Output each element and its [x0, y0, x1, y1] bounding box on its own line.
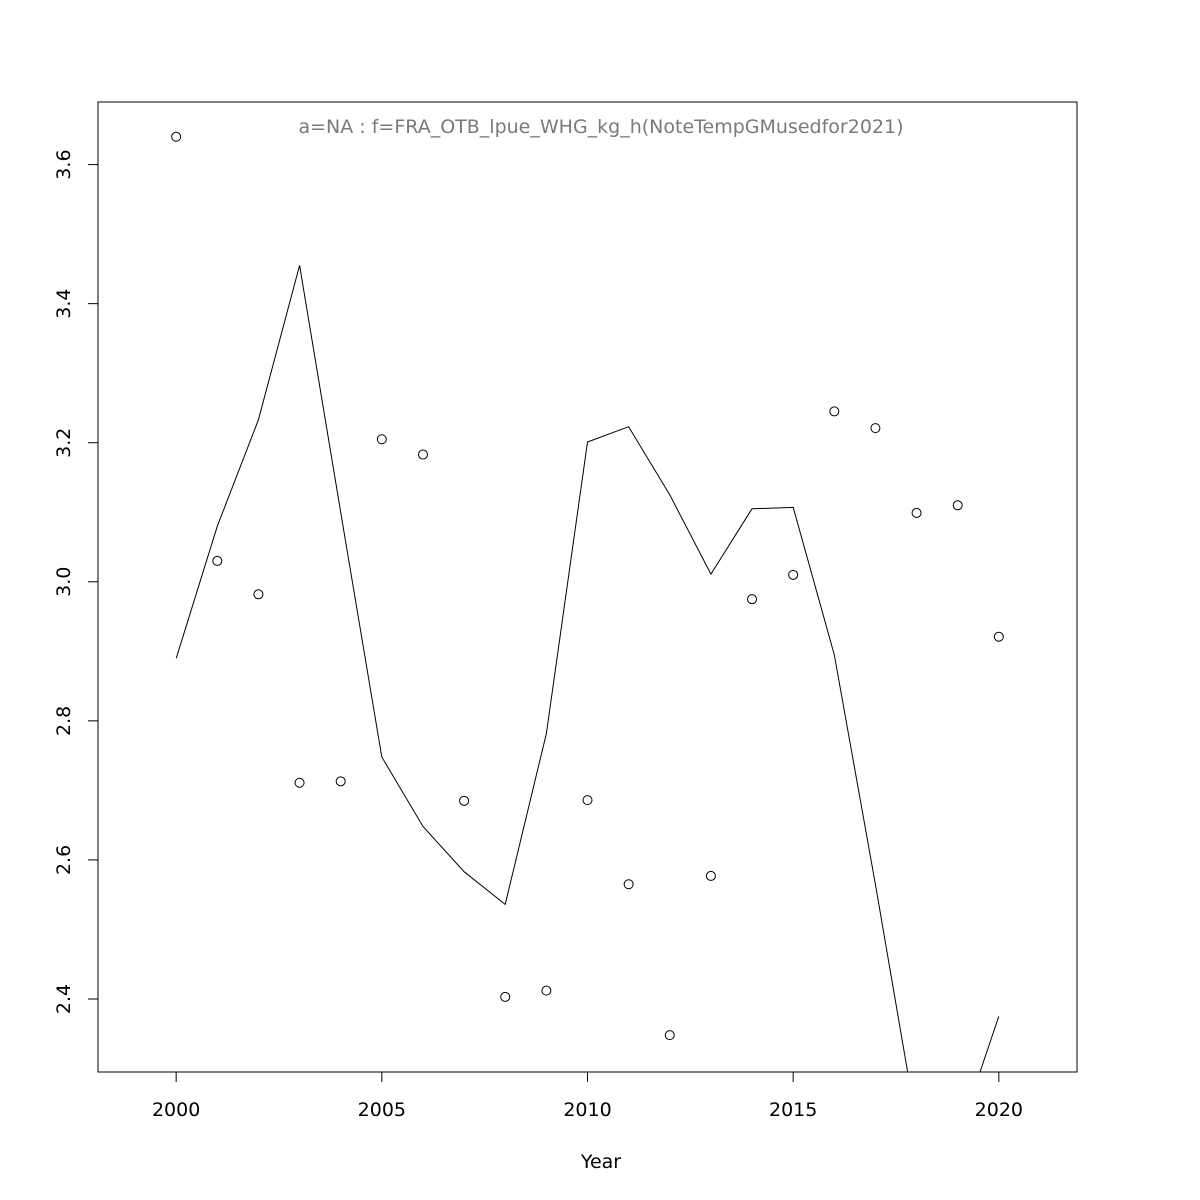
data-point [788, 569, 799, 580]
y-tick-label: 2.4 [53, 984, 75, 1014]
y-axis: 2.4 2.6 2.8 3.0 3.2 3.4 3.6 [53, 149, 99, 1014]
data-point [705, 870, 716, 881]
x-axis: 2000 2005 2010 2015 2020 [152, 1071, 1023, 1121]
series-line [175, 265, 1000, 1072]
x-tick-label: 2020 [975, 1099, 1023, 1121]
data-point [294, 777, 305, 788]
data-point [500, 991, 511, 1002]
x-tick-label: 2010 [563, 1099, 611, 1121]
data-point [911, 507, 922, 518]
data-point [952, 500, 963, 511]
data-point [212, 555, 223, 566]
x-axis-title: Year [580, 1151, 621, 1173]
data-point [253, 589, 264, 600]
plot-area [171, 131, 1004, 1072]
plot-title: a=NA : f=FRA_OTB_lpue_WHG_kg_h(NoteTempG… [298, 116, 903, 138]
data-point [417, 449, 428, 460]
x-tick-label: 2015 [769, 1099, 817, 1121]
data-point [541, 985, 552, 996]
data-point [376, 434, 387, 445]
y-tick-label: 3.2 [53, 428, 75, 458]
data-point [459, 795, 470, 806]
data-point [870, 423, 881, 434]
data-point [582, 795, 593, 806]
x-tick-label: 2005 [358, 1099, 406, 1121]
y-tick-label: 2.8 [53, 706, 75, 736]
y-tick-label: 3.6 [53, 149, 75, 179]
data-point [993, 631, 1004, 642]
plot-frame [97, 101, 1078, 1073]
data-point [171, 131, 182, 142]
data-point [829, 406, 840, 417]
y-tick-label: 3.4 [53, 289, 75, 319]
y-tick-label: 2.6 [53, 845, 75, 875]
y-tick-label: 3.0 [53, 567, 75, 597]
data-point [335, 776, 346, 787]
data-point [623, 879, 634, 890]
x-tick-label: 2000 [152, 1099, 200, 1121]
data-point [664, 1030, 675, 1041]
data-point [747, 594, 758, 605]
